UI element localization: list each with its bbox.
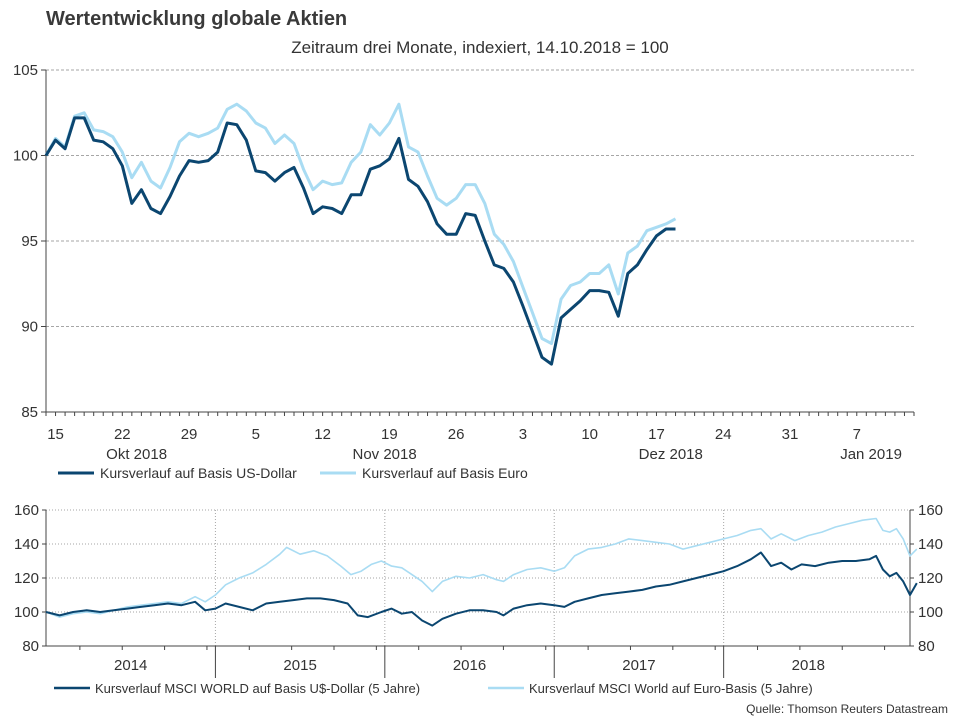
x-tick-label: 31: [782, 426, 799, 443]
month-label: Okt 2018: [106, 446, 167, 463]
x-tick-label: 29: [181, 426, 198, 443]
y-tick-label: 90: [21, 319, 38, 336]
x-tick-label: 26: [448, 426, 465, 443]
y-tick-label-right: 120: [918, 570, 943, 587]
x-tick-label: 19: [381, 426, 398, 443]
y-tick-label-right: 160: [918, 502, 943, 519]
month-label: Nov 2018: [353, 446, 417, 463]
year-label: 2017: [622, 657, 655, 674]
series-line-usd-5y: [45, 551, 918, 627]
month-label: Dez 2018: [639, 446, 703, 463]
legend-label: Kursverlauf auf Basis US-Dollar: [100, 465, 297, 481]
chart-title: Wertentwicklung globale Aktien: [46, 8, 348, 30]
series-line-eur-5y: [45, 517, 918, 618]
year-label: 2014: [114, 657, 147, 674]
series-line-eur: [44, 102, 677, 346]
three-month-line-chart: 85 90 95 100 105 15 22 29 5 12 19 26 3 10 17 24 31 7 Okt 2…: [13, 62, 915, 481]
y-tick-label-left: 140: [14, 536, 39, 553]
x-tick-label: 15: [47, 426, 64, 443]
x-tick-label: 10: [581, 426, 598, 443]
y-tick-label-right: 140: [918, 536, 943, 553]
y-tick-label: 105: [13, 62, 38, 79]
y-tick-label-left: 100: [14, 604, 39, 621]
legend-label: Kursverlauf MSCI WORLD auf Basis U$-Doll…: [95, 681, 420, 696]
y-tick-label-left: 120: [14, 570, 39, 587]
series-line-usd: [44, 116, 676, 366]
source-note: Quelle: Thomson Reuters Datastream: [746, 702, 948, 716]
y-tick-label-right: 100: [918, 604, 943, 621]
chart-subtitle: Zeitraum drei Monate, indexiert, 14.10.2…: [291, 38, 669, 57]
y-tick-label: 85: [21, 404, 38, 421]
x-tick-label: 12: [314, 426, 331, 443]
y-tick-label-left: 160: [14, 502, 39, 519]
x-tick-label: 5: [252, 426, 260, 443]
y-tick-label-right: 80: [918, 638, 935, 655]
y-tick-label: 95: [21, 233, 38, 250]
month-label: Jan 2019: [840, 446, 902, 463]
legend-label: Kursverlauf MSCI World auf Euro-Basis (5…: [529, 681, 813, 696]
x-tick-label: 22: [114, 426, 131, 443]
year-label: 2015: [283, 657, 316, 674]
x-tick-label: 3: [519, 426, 527, 443]
y-tick-label-left: 80: [22, 638, 39, 655]
year-label: 2016: [453, 657, 486, 674]
x-tick-label: 17: [648, 426, 665, 443]
x-tick-label: 7: [853, 426, 861, 443]
x-tick-label: 24: [715, 426, 732, 443]
y-tick-label: 100: [13, 148, 38, 165]
year-label: 2018: [792, 657, 825, 674]
legend-label: Kursverlauf auf Basis Euro: [362, 465, 528, 481]
